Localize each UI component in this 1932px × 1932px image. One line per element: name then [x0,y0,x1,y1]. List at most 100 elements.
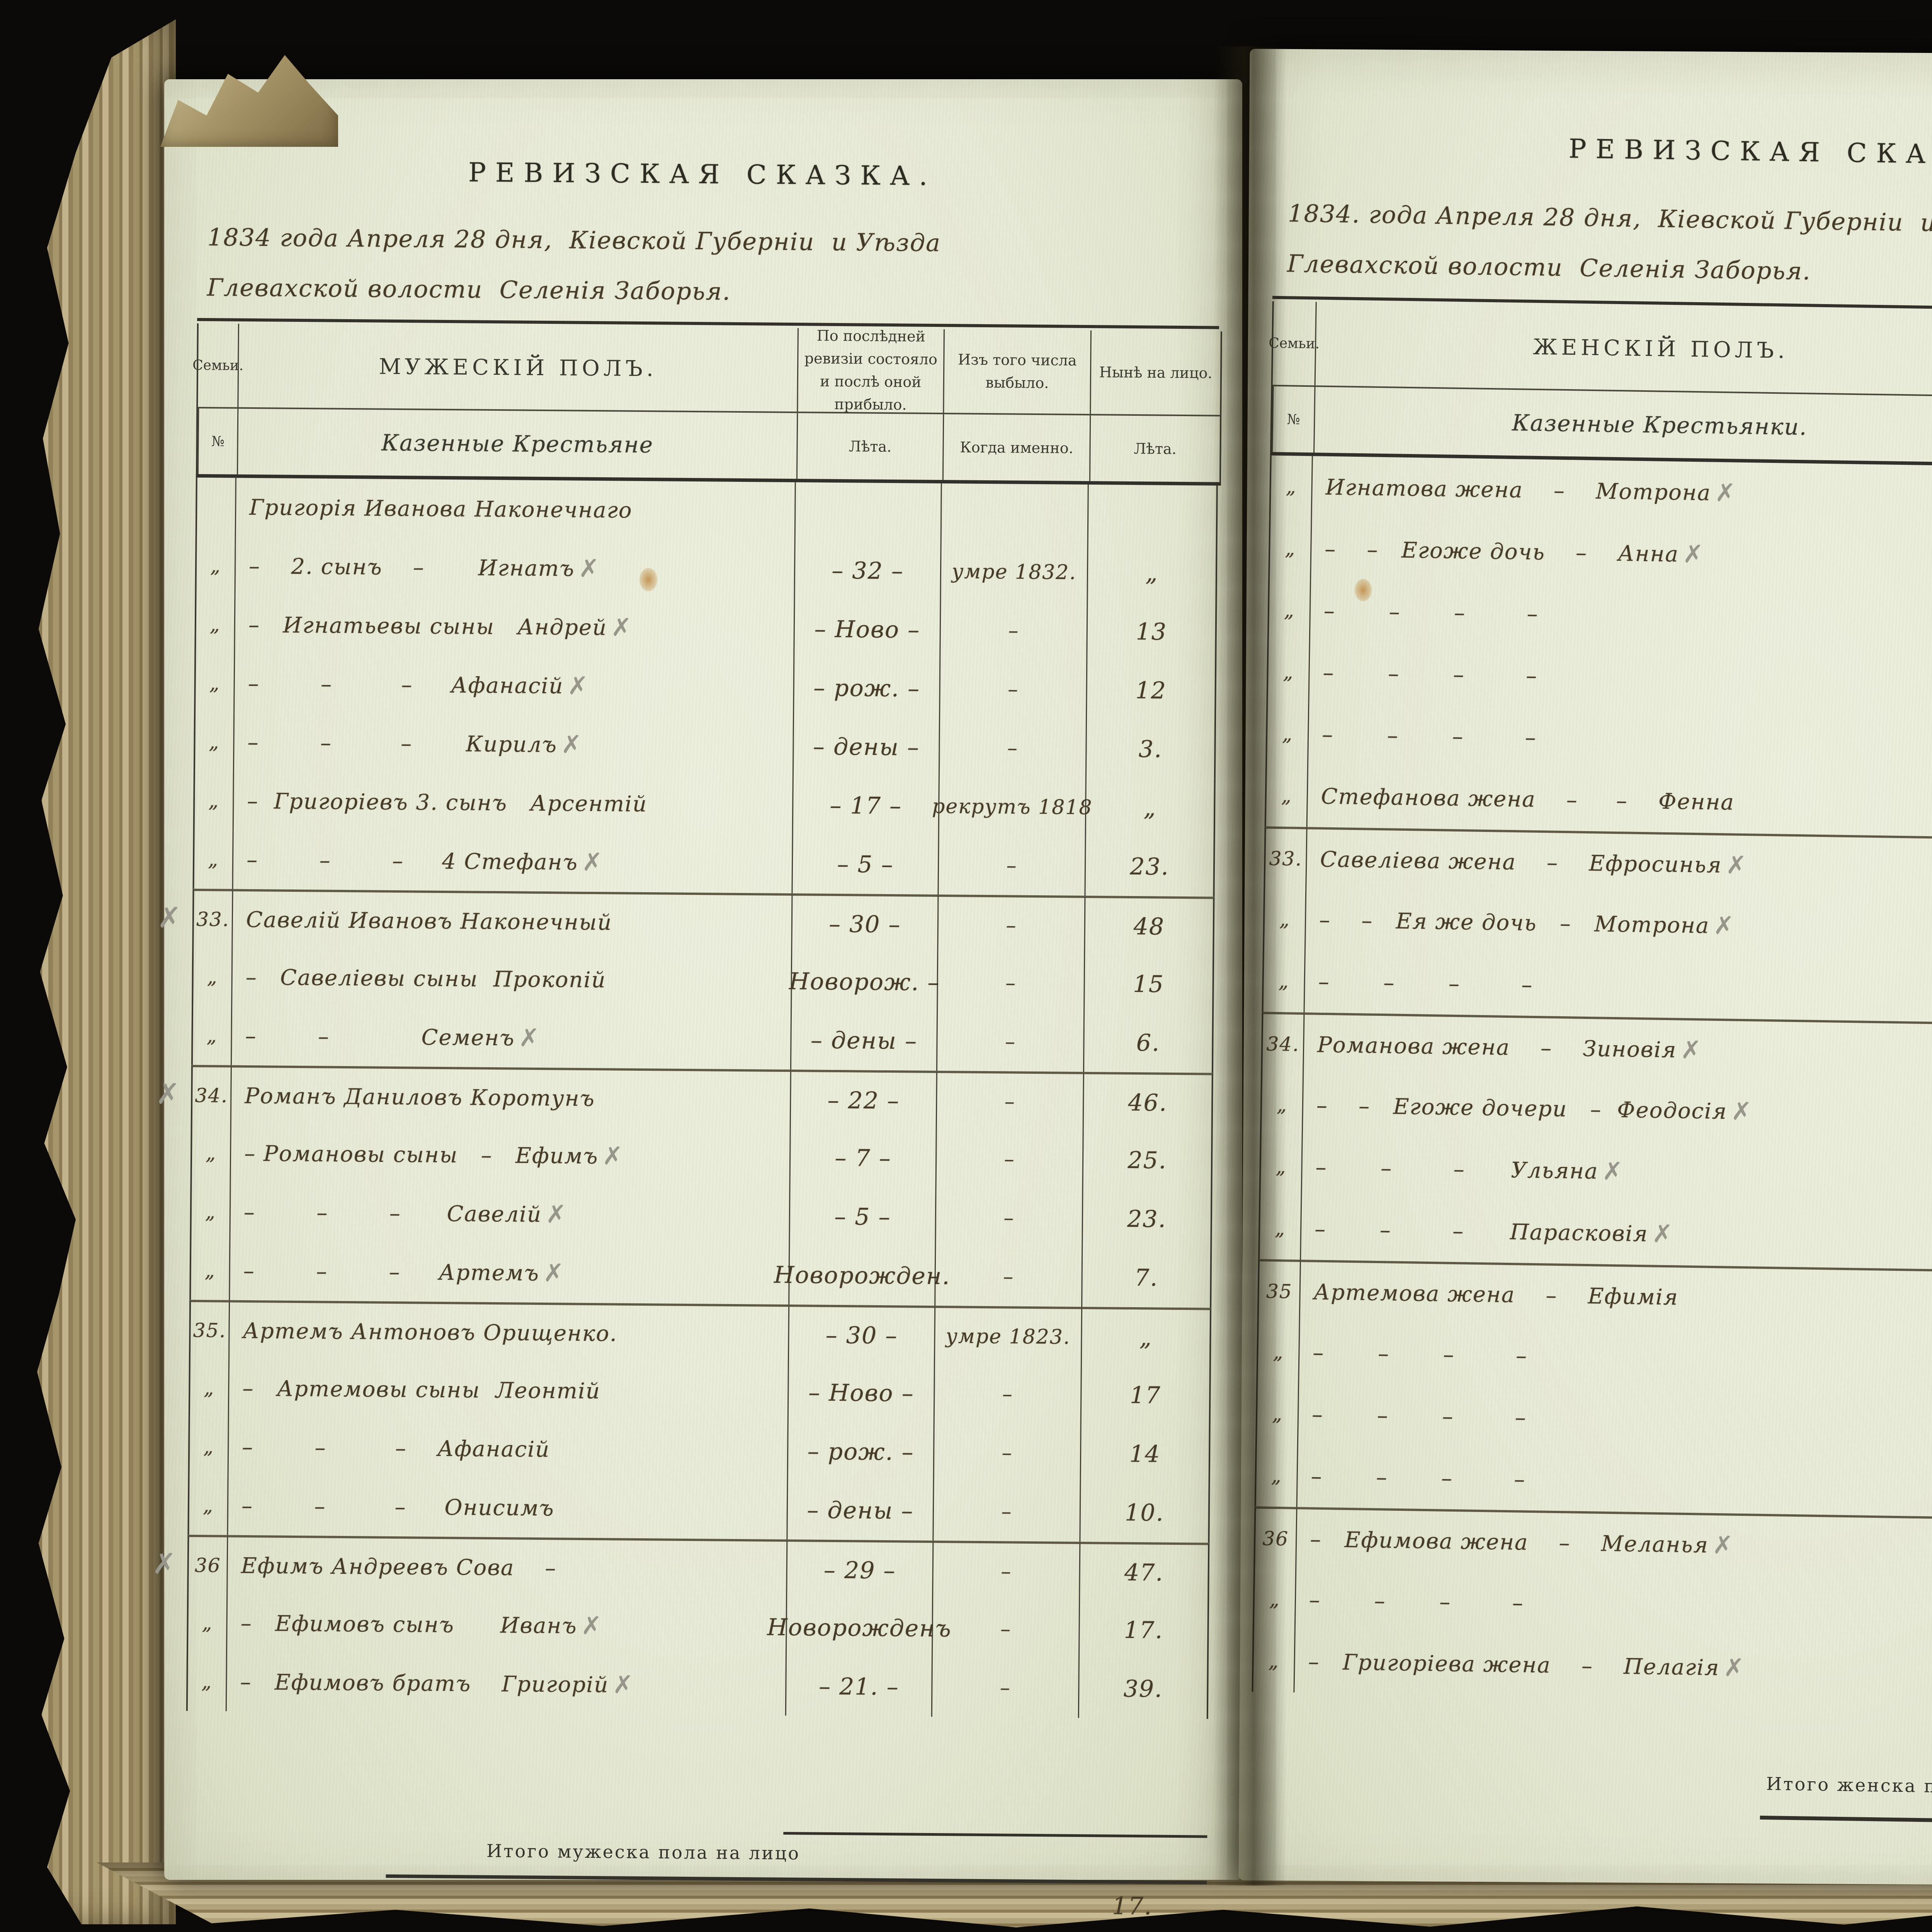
table-row: „ – – – Афанасій – рож. – –14 [142,1417,1211,1484]
name-cell: – – – – [1308,641,1932,714]
departed-cell: – [934,1247,1082,1307]
family-number-cell: „ [1264,764,1307,827]
name-cell: – – – Парасковія ✗ [1299,1198,1932,1270]
family-number-cell: 33. [192,888,232,948]
col-family: Семьи. [192,323,243,409]
family-number-cell: „ [193,771,233,830]
pencil-check-icon: ✗ [1731,1097,1752,1126]
family-number-cell: „ [186,1652,226,1711]
present-age-cell: 7. [1081,1248,1212,1308]
family-number-cell: „ [189,1241,230,1300]
table-row: „ – Романовы сыны – Ефимъ ✗ – 7 – –25. [144,1123,1213,1190]
margin-mark-cell: ✗ [155,1077,180,1111]
footer-label: Итого мужеска пола на лицо [486,1840,801,1864]
table-row: „ – Ефимовъ братъ Григорій ✗ – 21. – –39. [140,1652,1209,1719]
departed-cell: – [935,1188,1082,1248]
pencil-check-icon: ✗ [1713,911,1735,940]
table-header: Семьи. МУЖЕСКІЙ ПОЛЪ. По послѣдней ревиз… [192,323,1222,486]
male-table: Семьи. МУЖЕСКІЙ ПОЛЪ. По послѣдней ревиз… [152,318,1222,1920]
margin-mark-cell [147,712,194,771]
pencil-check-icon: ✗ [612,1670,634,1699]
departed-cell: умре 1832. [940,542,1087,602]
table-row: „ – Игнатьевы сыны Андрей ✗ – Ново – –13 [148,595,1217,662]
pencil-check-icon: ✗ [1723,1653,1745,1683]
pencil-check-icon: ✗ [578,554,600,583]
family-number-cell: „ [193,712,234,772]
pencil-check-icon: ✗ [1682,540,1704,569]
name-cell: Романъ Даниловъ Коротунъ [230,1065,790,1129]
name-cell: – Романовы сыны – Ефимъ ✗ [230,1124,790,1187]
name-cell: – – – – [1294,1568,1932,1641]
name-cell: – Ефимовъ братъ Григорій ✗ [225,1652,786,1716]
table-row: „ – – – 4 Стефанъ ✗ – 5 – –23. [146,830,1215,897]
family-number-cell: „ [194,595,235,654]
margin-mark-cell: ✗ [152,1547,177,1581]
margin-mark-cell [140,1593,187,1652]
footer-rule2 [1760,1815,1932,1828]
margin-mark-cell [140,1652,187,1711]
family-number-cell [195,477,235,537]
table-row: „ – – – Кирилъ ✗ – дены – –3. [147,712,1216,779]
name-cell: Савеліева жена – Ефросинья ✗ [1305,827,1932,899]
name-cell: – – Семенъ ✗ [230,1006,791,1070]
pencil-check-icon: ✗ [1712,1531,1733,1560]
present-age-cell: 13 [1086,602,1217,662]
margin-mark-cell [148,536,195,595]
departed-cell: – [932,1540,1080,1600]
margin-mark-cell [148,595,195,654]
age-cell: – дены – [790,1011,937,1071]
age-cell: – 5 – [791,835,938,895]
family-number-cell: „ [1256,1321,1299,1383]
margin-mark-cell [1223,455,1270,517]
pencil-check-icon: ✗ [545,1200,567,1229]
age-cell: – Ново – [787,1363,934,1423]
age-cell: – 22 – [789,1070,936,1130]
pencil-check-icon: ✗ [543,1259,564,1288]
name-cell: – – – – [1297,1383,1932,1456]
name-cell: – – – – [1296,1445,1932,1517]
family-number-cell: „ [1255,1383,1298,1445]
present-age-cell: 47. [1079,1541,1210,1602]
margin-mark-cell [1205,1629,1252,1692]
margin-mark-cell [1216,888,1264,950]
margin-mark-cell [1214,1011,1262,1074]
pencil-check-icon: ✗ [581,1611,602,1641]
pencil-check-icon: ✗ [1651,1219,1673,1249]
col-revision: По послѣдней ревизіи состояло и послѣ он… [797,327,944,415]
date-heading-line2: Глевахской волости Селенія Заборья. [207,273,731,306]
pencil-check-icon: ✗ [1714,478,1736,508]
margin-mark-cell [145,947,192,1006]
margin-mark-cell [1222,517,1269,579]
name-cell: – – – Ульяна ✗ [1301,1136,1932,1208]
date-heading-line1: 1834 года Апреля 28 дня, Кіевской Губерн… [207,223,941,257]
margin-mark-cell [1218,764,1265,827]
departed-cell: – [937,953,1084,1013]
table-row: „ – – – Афанасій ✗ – рож. – –12 [148,653,1217,721]
table-row: „ – Григоріевъ 3. сынъ Арсентій – 17 – рекр… [147,771,1216,838]
departed-cell: – [935,1071,1083,1131]
footer-rule [783,1832,1208,1838]
age-cell: – дены – [786,1481,933,1541]
name-cell: – – Егоже дочь – Анна ✗ [1310,518,1932,590]
name-cell: – – – Артемъ ✗ [229,1241,789,1305]
family-number-cell: „ [191,1006,231,1065]
col-departed: Изъ того числа выбыло. [943,329,1090,416]
family-number-cell: 35 [1257,1259,1300,1322]
family-number-cell: „ [195,536,235,595]
name-cell: Романова жена – Зиновія ✗ [1303,1012,1932,1085]
departed-cell [940,483,1088,544]
name-cell: – Ефимовъ сынъ Иванъ ✗ [226,1594,786,1657]
margin-mark-cell [143,1182,190,1241]
col-family-sub: № [197,408,238,474]
present-age-cell: 17 [1080,1365,1211,1425]
margin-mark-cell [143,1241,190,1300]
present-age-cell: 3. [1085,719,1216,779]
present-age-cell: 14 [1080,1424,1211,1484]
present-age-cell: 12 [1086,661,1217,721]
name-cell: Артемова жена – Ефимія [1299,1260,1932,1332]
margin-mark-cell [143,1299,189,1359]
departed-cell: – [939,660,1087,720]
name-cell: Артемъ Антоновъ Орищенко. [228,1300,789,1364]
margin-mark-cell [147,771,194,830]
margin-mark-cell [1207,1506,1254,1568]
